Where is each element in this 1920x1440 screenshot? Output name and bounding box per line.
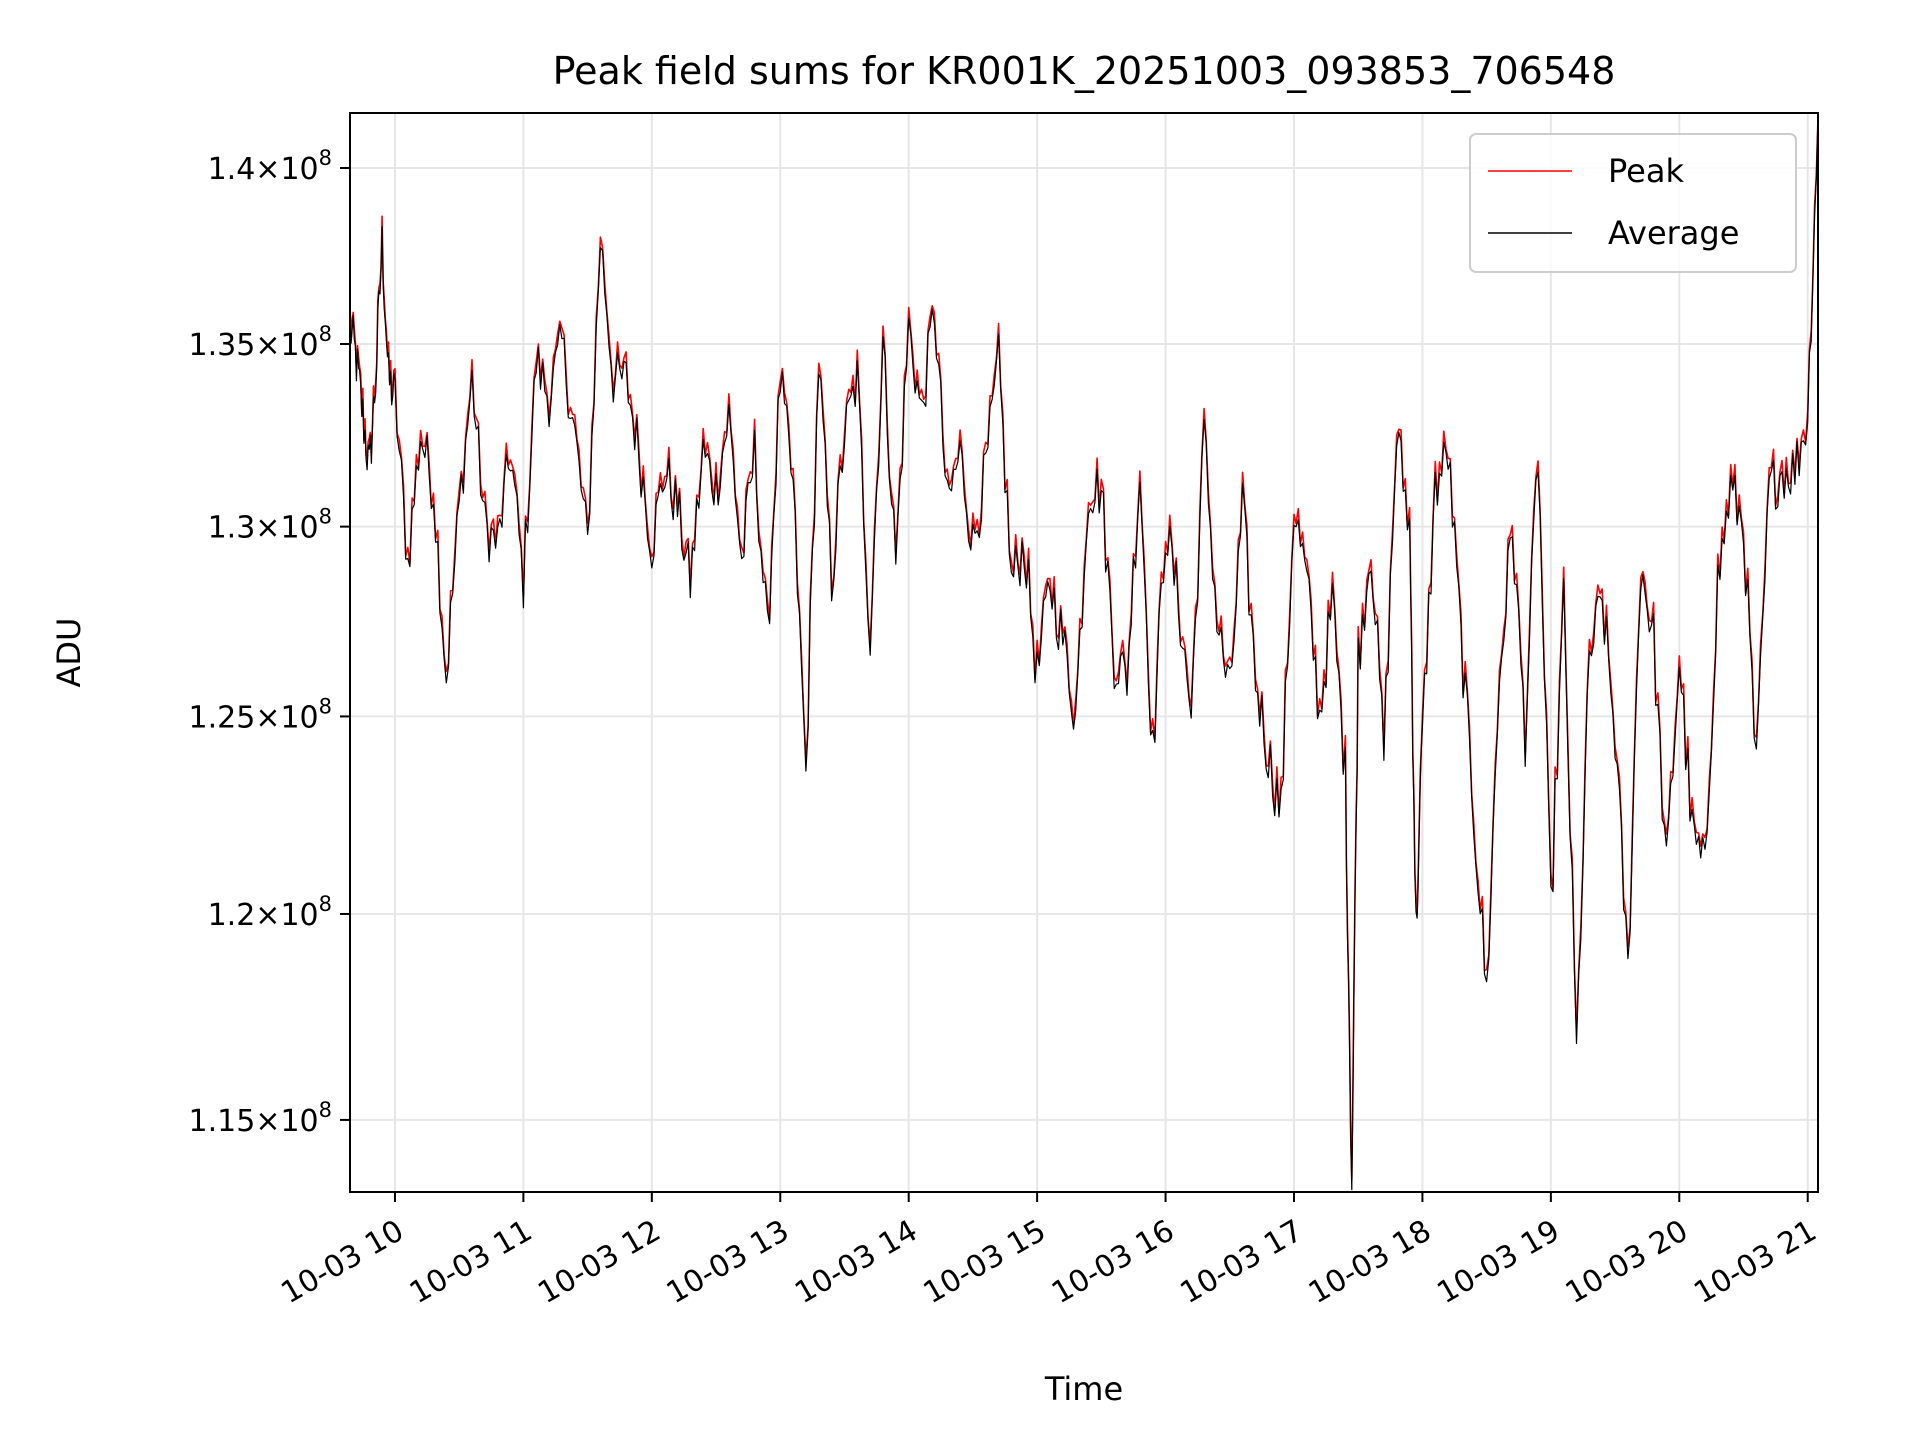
y-tick-label: 1.15×108 xyxy=(189,1098,332,1139)
y-axis-title: ADU xyxy=(50,618,88,688)
y-tick-label: 1.2×108 xyxy=(208,892,332,933)
plot-area-frame xyxy=(349,112,1819,1193)
chart-title: Peak field sums for KR001K_20251003_0938… xyxy=(553,49,1616,93)
y-tick-label: 1.4×108 xyxy=(208,146,332,187)
series-layer xyxy=(349,116,1819,1191)
grid-layer xyxy=(350,113,1818,1192)
legend-average-label: Average xyxy=(1608,214,1739,252)
legend-box xyxy=(1469,133,1797,273)
series-peak-line xyxy=(349,116,1819,1181)
x-axis-title: Time xyxy=(1044,1370,1123,1408)
series-average-line xyxy=(349,116,1819,1191)
y-tick-label: 1.35×108 xyxy=(189,322,332,363)
legend: Peak Average xyxy=(1469,133,1797,273)
y-tick-label: 1.3×108 xyxy=(208,505,332,546)
legend-peak-label: Peak xyxy=(1608,152,1684,190)
y-tick-label: 1.25×108 xyxy=(189,694,332,735)
